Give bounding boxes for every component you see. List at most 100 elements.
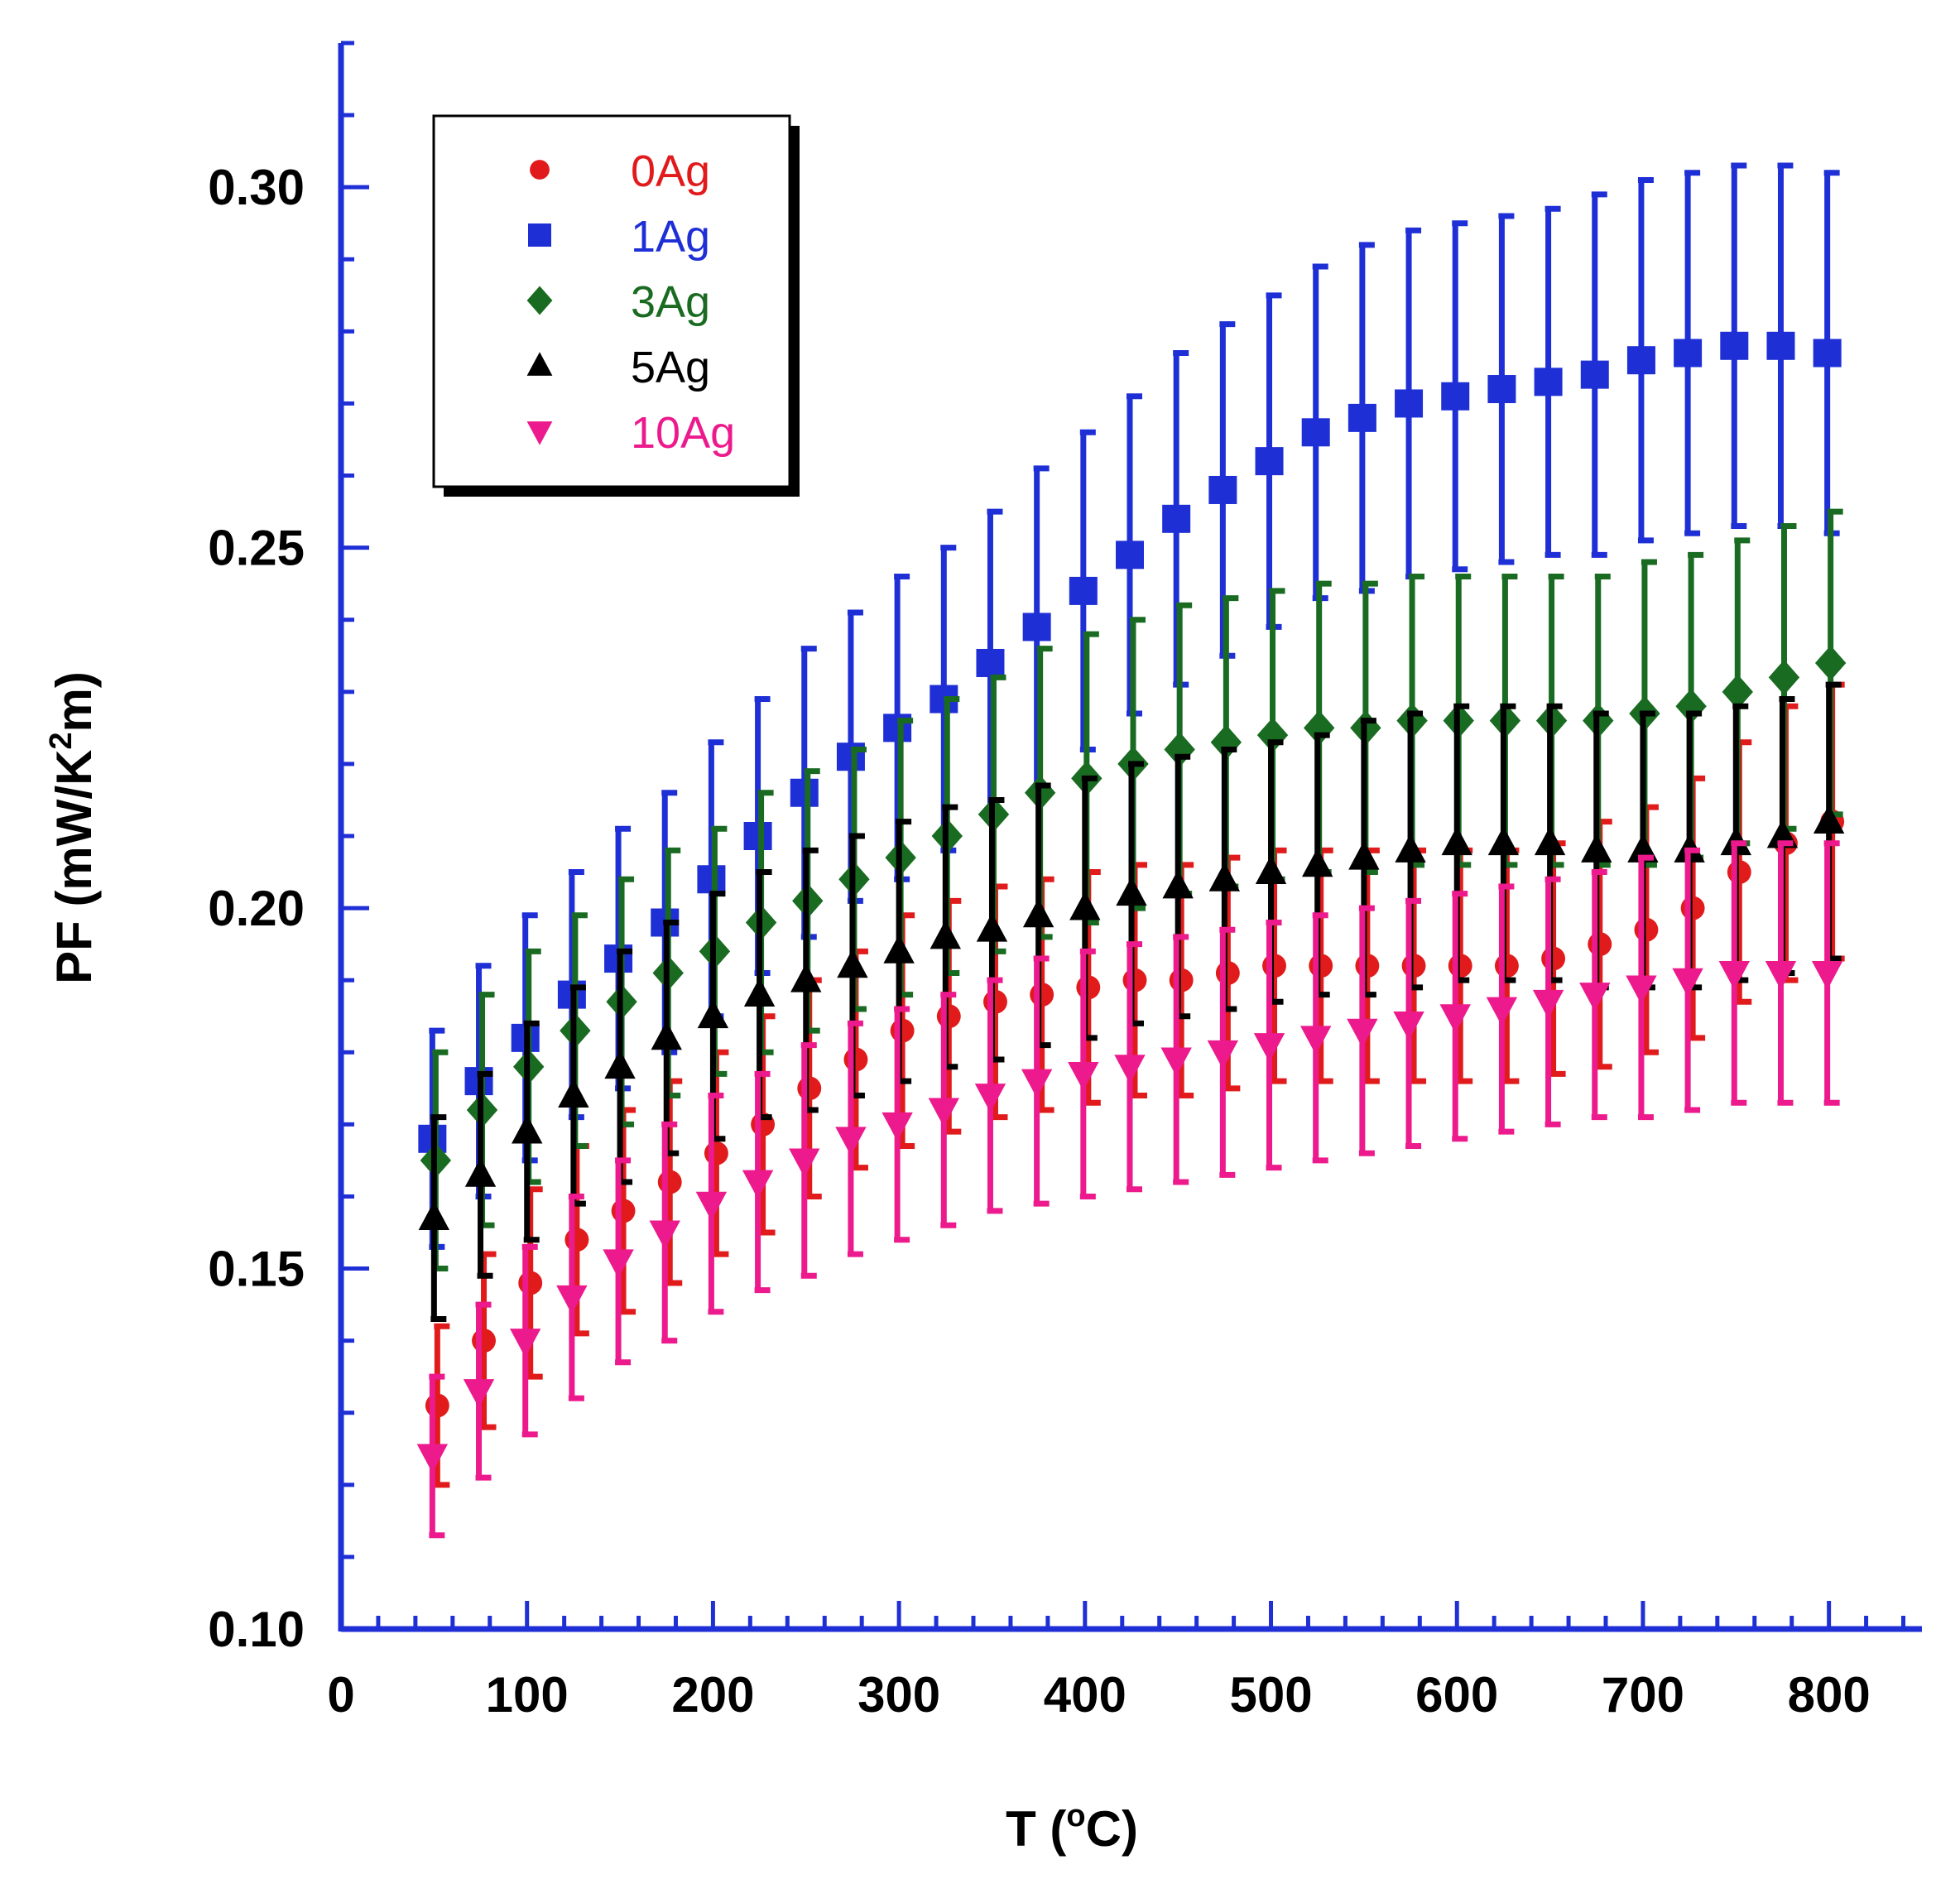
data-point-1Ag — [1487, 375, 1516, 404]
data-point-10Ag — [1347, 1018, 1378, 1048]
data-point-1Ag — [697, 865, 726, 894]
data-point-0Ag — [1122, 968, 1147, 992]
legend-marker-3Ag — [526, 286, 553, 315]
data-point-5Ag — [651, 1021, 682, 1050]
data-point-5Ag — [1581, 834, 1612, 863]
data-point-0Ag — [1680, 896, 1705, 920]
legend-label-5Ag: 5Ag — [631, 343, 710, 392]
data-point-10Ag — [1486, 997, 1518, 1026]
data-point-0Ag — [704, 1141, 728, 1165]
data-point-3Ag — [1210, 724, 1242, 761]
legend-label-10Ag: 10Ag — [631, 408, 735, 458]
data-point-10Ag — [742, 1170, 774, 1199]
data-point-10Ag — [882, 1112, 913, 1141]
data-point-1Ag — [1580, 360, 1609, 389]
data-point-1Ag — [1766, 331, 1795, 360]
data-point-1Ag — [1301, 418, 1330, 447]
data-point-10Ag — [463, 1379, 495, 1408]
data-point-5Ag — [790, 963, 822, 992]
data-point-0Ag — [1309, 954, 1333, 978]
data-point-10Ag — [928, 1098, 959, 1127]
data-point-1Ag — [1813, 339, 1842, 368]
data-point-10Ag — [1160, 1047, 1192, 1077]
data-point-0Ag — [843, 1047, 868, 1072]
data-point-10Ag — [556, 1285, 588, 1314]
data-point-10Ag — [1811, 961, 1843, 990]
data-point-5Ag — [604, 1050, 636, 1079]
data-point-5Ag — [1255, 855, 1287, 884]
x-tick-label: 0 — [327, 1667, 354, 1723]
y-axis-title-sup: 2 — [44, 732, 79, 749]
data-point-5Ag — [697, 999, 729, 1029]
data-point-5Ag — [1022, 898, 1054, 928]
data-point-0Ag — [797, 1076, 822, 1101]
data-point-10Ag — [1532, 989, 1564, 1019]
data-point-10Ag — [1393, 1011, 1424, 1040]
x-axis-title-base: T ( — [1006, 1801, 1066, 1857]
data-point-1Ag — [1022, 613, 1051, 642]
x-axis-title: T (oC) — [1006, 1799, 1138, 1857]
data-point-5Ag — [1487, 826, 1520, 856]
data-point-10Ag — [649, 1220, 680, 1250]
data-point-0Ag — [1215, 961, 1240, 985]
data-point-10Ag — [1021, 1069, 1053, 1098]
data-point-5Ag — [1534, 826, 1566, 856]
data-point-5Ag — [1116, 877, 1147, 906]
data-point-1Ag — [790, 778, 819, 807]
legend-marker-1Ag — [528, 223, 551, 247]
data-point-10Ag — [1439, 1004, 1471, 1034]
data-point-5Ag — [743, 978, 776, 1007]
x-tick-label: 600 — [1415, 1667, 1498, 1723]
data-point-0Ag — [1588, 932, 1612, 957]
data-point-1Ag — [1674, 339, 1703, 368]
data-point-0Ag — [1541, 946, 1566, 971]
x-axis-title-sup: o — [1066, 1799, 1085, 1833]
data-point-1Ag — [1116, 541, 1144, 569]
data-point-1Ag — [1208, 475, 1237, 504]
data-point-0Ag — [936, 1004, 961, 1029]
legend-label-1Ag: 1Ag — [631, 212, 710, 262]
data-point-1Ag — [1395, 389, 1424, 418]
data-point-0Ag — [1401, 954, 1426, 978]
x-tick-label: 700 — [1602, 1667, 1684, 1723]
data-point-5Ag — [1813, 805, 1845, 834]
data-point-0Ag — [1030, 983, 1054, 1007]
data-point-10Ag — [695, 1191, 728, 1221]
data-point-0Ag — [1262, 954, 1286, 978]
data-point-0Ag — [611, 1199, 636, 1223]
data-point-5Ag — [837, 949, 868, 978]
data-point-5Ag — [1208, 862, 1241, 891]
x-tick-label: 200 — [671, 1667, 754, 1723]
data-point-10Ag — [1626, 975, 1657, 1005]
data-point-3Ag — [1814, 645, 1847, 681]
data-point-1Ag — [743, 822, 772, 850]
x-tick-labels: 0 100 200 300 400 500 600 700 800 — [327, 1667, 1870, 1723]
data-point-3Ag — [1768, 660, 1800, 695]
data-point-5Ag — [464, 1157, 497, 1187]
legend: 0Ag 1Ag 3Ag 5Ag 10Ag — [432, 114, 800, 497]
data-point-1Ag — [1720, 331, 1749, 360]
legend-marker-0Ag — [530, 160, 550, 180]
data-point-0Ag — [425, 1393, 449, 1418]
data-point-5Ag — [1069, 891, 1101, 920]
data-point-5Ag — [1348, 840, 1380, 870]
data-point-5Ag — [1441, 826, 1472, 856]
data-point-5Ag — [558, 1079, 589, 1108]
data-point-5Ag — [512, 1114, 543, 1144]
data-point-1Ag — [1255, 447, 1284, 476]
legend-box — [432, 114, 791, 488]
data-point-10Ag — [974, 1084, 1006, 1113]
data-point-0Ag — [564, 1228, 589, 1252]
axes — [338, 41, 1922, 1632]
data-point-10Ag — [789, 1148, 820, 1178]
y-axis-title-rest: m) — [46, 671, 102, 732]
data-point-0Ag — [1076, 975, 1101, 1000]
y-tick-label: 0.30 — [208, 160, 305, 215]
data-point-0Ag — [518, 1271, 543, 1295]
y-tick-label: 0.20 — [208, 881, 305, 936]
x-tick-label: 500 — [1229, 1667, 1312, 1723]
data-point-1Ag — [1162, 504, 1191, 533]
data-point-10Ag — [1114, 1055, 1146, 1084]
data-point-5Ag — [1162, 869, 1194, 899]
legend-label-0Ag: 0Ag — [631, 147, 710, 196]
